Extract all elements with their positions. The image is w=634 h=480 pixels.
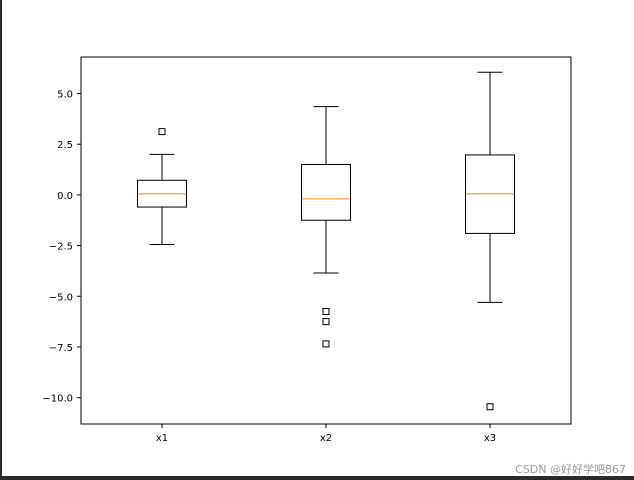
x-tick-label: x2 [320,433,332,444]
x-tick-label: x3 [484,433,496,444]
box-iqr [301,163,351,221]
outlier-marker [322,318,330,326]
outlier-marker [322,307,330,315]
y-tick-label: −2.5 [49,242,73,253]
outlier-marker [486,403,494,411]
y-tick-label: −7.5 [49,343,73,354]
watermark-text: CSDN @好好学吧867 [515,463,626,476]
x-tick-label: x1 [156,433,168,444]
y-tick-label: 2.5 [57,140,73,151]
y-tick-label: 5.0 [57,89,73,100]
y-tick-label: −5.0 [49,292,73,303]
bottom-border [0,476,634,480]
outlier-marker [158,128,166,136]
y-tick-label: 0.0 [57,191,73,202]
outlier-marker [322,340,330,348]
y-tick-label: −10.0 [42,394,73,405]
